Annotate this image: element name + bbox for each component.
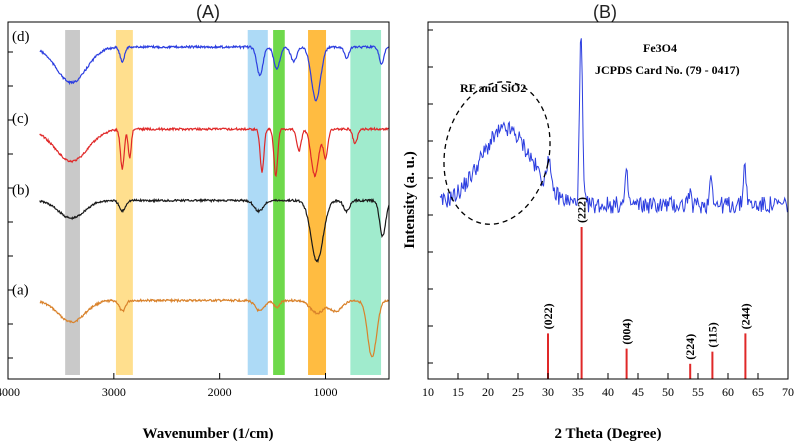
- curve-label-2: (c): [12, 111, 29, 127]
- reference-lines: (022) (222) (004) (224) (115) (244): [541, 197, 752, 379]
- highlight-bands: [65, 30, 382, 375]
- x-tick-label-b-2: 20: [482, 385, 494, 399]
- phase-annotation: Fe3O4: [643, 41, 677, 55]
- hkl-label-0: (022): [541, 303, 555, 329]
- x-tick-label-a-0: 4000: [0, 385, 20, 399]
- panel-a-ticks: 4000 3000 2000 1000: [0, 51, 338, 399]
- highlight-band-0: [65, 30, 80, 375]
- hkl-label-2: (004): [620, 319, 634, 345]
- curve-label-3: (d): [12, 29, 30, 45]
- x-tick-label-b-11: 65: [752, 385, 764, 399]
- highlight-band-3: [273, 30, 285, 375]
- highlight-band-1: [115, 30, 133, 375]
- ftir-curve-0: [39, 297, 390, 358]
- panel-b-ticks: 10 15 20 25 30 35 40 45 50 55 60 65 70: [422, 29, 794, 399]
- ftir-curve-2: [39, 126, 390, 178]
- curve-labels: (a) (b) (c) (d): [12, 29, 30, 298]
- x-tick-label-b-1: 15: [452, 385, 464, 399]
- x-tick-label-a-3: 1000: [314, 385, 338, 399]
- card-annotation: JCPDS Card No. (79 - 0417): [595, 63, 740, 77]
- amorphous-annotation: RF and SiO2: [460, 81, 526, 95]
- xrd-curve: [439, 38, 788, 215]
- hkl-label-3: (224): [683, 334, 697, 360]
- ftir-curve-3: [39, 44, 390, 102]
- panel-a-xlabel: Wavenumber (1/cm): [143, 426, 274, 442]
- amorphous-region-outline: [443, 81, 551, 225]
- ftir-panel: (A) 4000 3000 2000 1000 (a) (b) (c) (d) Wavenu…: [0, 2, 390, 442]
- x-tick-label-b-7: 45: [632, 385, 644, 399]
- highlight-band-4: [308, 30, 327, 375]
- panel-b-xlabel: 2 Theta (Degree): [555, 426, 662, 442]
- hkl-label-5: (244): [738, 303, 752, 329]
- panel-b-title: (B): [593, 2, 617, 22]
- x-tick-label-b-0: 10: [422, 385, 434, 399]
- x-tick-label-b-4: 30: [542, 385, 554, 399]
- panel-a-title: (A): [196, 2, 220, 22]
- hkl-label-4: (115): [705, 322, 719, 347]
- curve-label-1: (b): [12, 183, 30, 199]
- panel-b-ylabel: Intensity (a. u.): [402, 151, 418, 249]
- x-tick-label-b-3: 25: [512, 385, 524, 399]
- ftir-curve-1: [39, 197, 390, 264]
- highlight-band-2: [247, 30, 268, 375]
- x-tick-label-b-12: 70: [782, 385, 794, 399]
- x-tick-label-b-6: 40: [602, 385, 614, 399]
- x-tick-label-a-1: 3000: [102, 385, 126, 399]
- x-tick-label-b-10: 60: [722, 385, 734, 399]
- panel-a-frame: [7, 21, 390, 380]
- curve-label-0: (a): [12, 282, 29, 298]
- x-tick-label-b-9: 55: [692, 385, 704, 399]
- x-tick-label-a-2: 2000: [208, 385, 232, 399]
- hkl-label-1: (222): [575, 197, 589, 223]
- xrd-pattern: [439, 38, 788, 215]
- x-tick-label-b-5: 35: [572, 385, 584, 399]
- x-tick-label-b-8: 50: [662, 385, 674, 399]
- ftir-series: [39, 44, 390, 358]
- xrd-panel: (B) (022) (222) (004) (224) (115) (244) 10 15 2…: [402, 2, 794, 442]
